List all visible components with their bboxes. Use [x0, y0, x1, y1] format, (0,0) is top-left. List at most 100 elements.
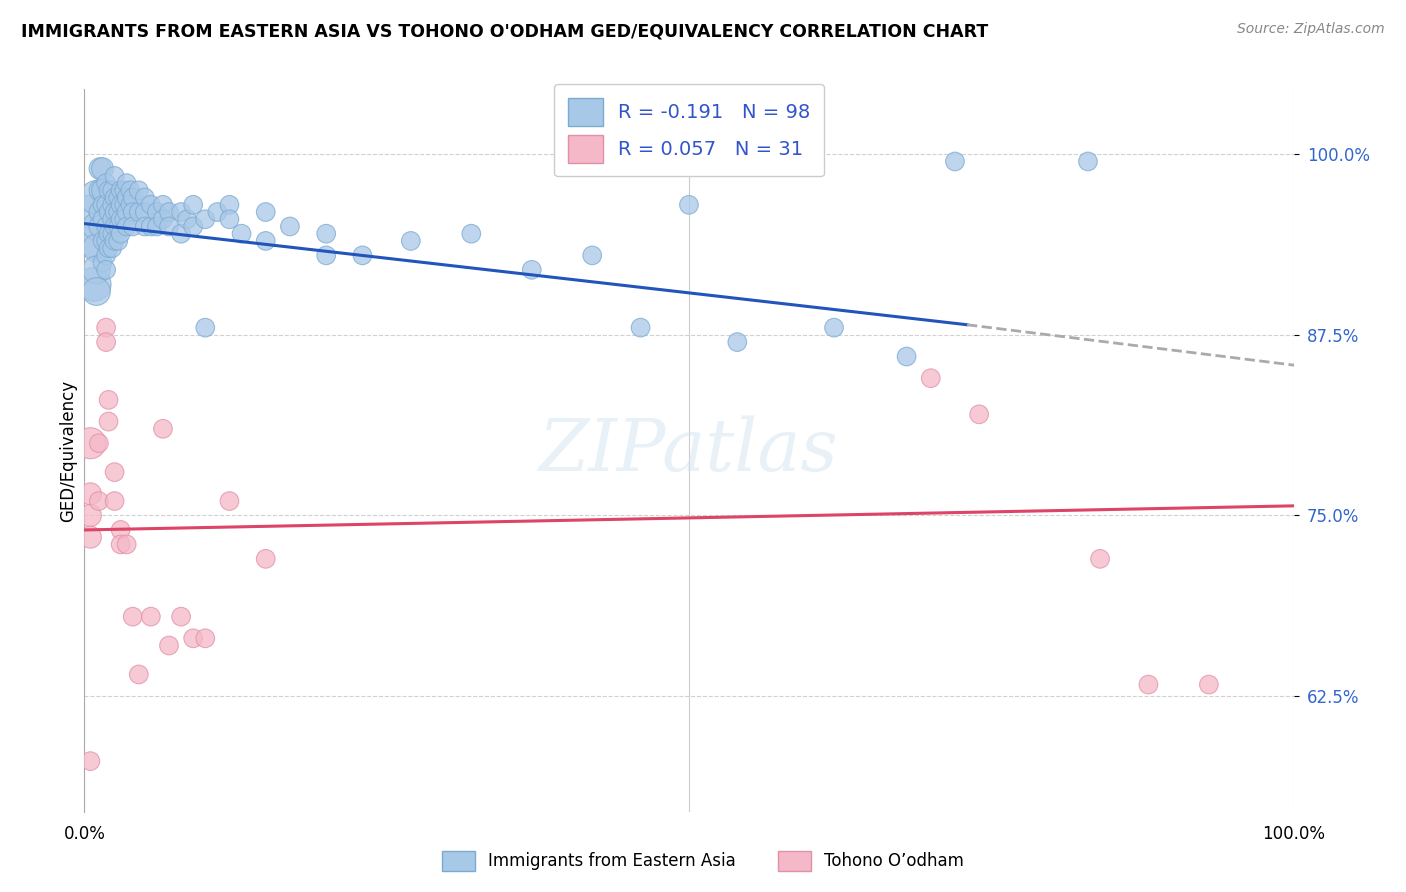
Point [399, 234, 422, 248]
Point [86, 262, 108, 277]
Point [194, 212, 217, 227]
Point [94, 234, 117, 248]
Point [460, 227, 482, 241]
Point [157, 219, 180, 234]
Point [107, 219, 129, 234]
Point [79, 754, 101, 768]
Point [79, 436, 101, 450]
Point [94, 334, 117, 349]
Point [630, 320, 652, 334]
Text: Source: ZipAtlas.com: Source: ZipAtlas.com [1237, 22, 1385, 37]
Point [134, 191, 156, 205]
Point [120, 198, 142, 212]
Point [94, 320, 117, 334]
Point [115, 537, 138, 551]
Point [110, 183, 132, 197]
Point [104, 465, 127, 479]
Point [170, 609, 193, 624]
Point [967, 407, 990, 422]
Point [110, 523, 132, 537]
Point [101, 227, 124, 241]
Point [943, 154, 966, 169]
Point [520, 262, 543, 277]
Point [83, 234, 105, 248]
Point [104, 234, 127, 248]
Point [91, 255, 114, 269]
Point [86, 191, 108, 205]
Point [79, 487, 101, 501]
Point [104, 169, 127, 183]
Point [107, 234, 129, 248]
Point [218, 198, 240, 212]
Point [152, 198, 174, 212]
Y-axis label: GED/Equivalency: GED/Equivalency [59, 379, 77, 522]
Point [107, 191, 129, 205]
Point [79, 530, 101, 544]
Point [128, 183, 150, 197]
Legend: Immigrants from Eastern Asia, Tohono O’odham: Immigrants from Eastern Asia, Tohono O’o… [433, 842, 973, 880]
Point [254, 205, 277, 219]
Point [97, 227, 120, 241]
Point [152, 422, 174, 436]
Point [134, 205, 156, 219]
Point [112, 183, 135, 197]
Point [146, 205, 169, 219]
Point [86, 241, 108, 255]
Point [115, 176, 138, 190]
Point [115, 205, 138, 219]
Point [121, 219, 143, 234]
Point [89, 183, 111, 197]
Point [112, 198, 135, 212]
Point [89, 161, 111, 176]
Point [94, 176, 117, 190]
Point [104, 494, 127, 508]
Point [121, 191, 143, 205]
Point [112, 212, 135, 227]
Point [83, 277, 105, 292]
Point [91, 161, 114, 176]
Point [581, 248, 603, 262]
Point [170, 227, 193, 241]
Point [97, 415, 120, 429]
Point [218, 212, 240, 227]
Point [104, 219, 127, 234]
Point [157, 205, 180, 219]
Text: IMMIGRANTS FROM EASTERN ASIA VS TOHONO O'ODHAM GED/EQUIVALENCY CORRELATION CHART: IMMIGRANTS FROM EASTERN ASIA VS TOHONO O… [21, 22, 988, 40]
Point [121, 609, 143, 624]
Point [207, 205, 229, 219]
Point [101, 212, 124, 227]
Point [97, 241, 120, 255]
Point [110, 198, 132, 212]
Point [110, 212, 132, 227]
Point [128, 667, 150, 681]
Point [89, 219, 111, 234]
Point [79, 205, 101, 219]
Point [176, 212, 198, 227]
Point [87, 494, 110, 508]
Point [97, 392, 120, 407]
Point [107, 205, 129, 219]
Point [896, 350, 918, 364]
Point [101, 183, 124, 197]
Point [115, 191, 138, 205]
Point [97, 205, 120, 219]
Point [139, 609, 162, 624]
Point [278, 219, 301, 234]
Point [315, 248, 337, 262]
Point [94, 219, 117, 234]
Point [115, 219, 138, 234]
Point [1137, 677, 1160, 691]
Point [128, 205, 150, 219]
Point [194, 632, 217, 646]
Point [91, 212, 114, 227]
Point [104, 191, 127, 205]
Point [139, 219, 162, 234]
Point [254, 551, 277, 566]
Point [87, 436, 110, 450]
Point [86, 219, 108, 234]
Point [94, 198, 117, 212]
Point [110, 227, 132, 241]
Point [254, 234, 277, 248]
Point [104, 205, 127, 219]
Point [89, 205, 111, 219]
